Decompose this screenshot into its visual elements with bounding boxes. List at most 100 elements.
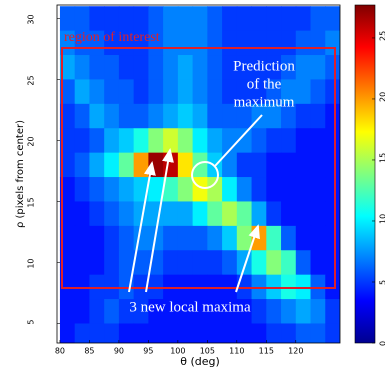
heatmap-cell (177, 152, 194, 178)
heatmap-cell (177, 250, 194, 276)
heatmap-cell (118, 79, 135, 105)
heatmap-cell (133, 250, 149, 276)
heatmap-cell (177, 30, 194, 56)
heatmap-cell (133, 6, 149, 32)
heatmap-cell (74, 250, 90, 276)
colorbar-tick-label: 15 (379, 153, 385, 163)
heatmap-cell (89, 201, 105, 227)
heatmap-cell (222, 6, 238, 32)
y-tick-label: 10 (27, 258, 36, 268)
prediction-label: of the (247, 76, 282, 92)
heatmap-cell (74, 30, 90, 56)
heatmap-cell (89, 79, 105, 105)
maxima-label: 3 new local maxima (129, 299, 251, 315)
heatmap-cell (163, 128, 179, 154)
heatmap-cell (59, 323, 76, 343)
heatmap-cell (236, 177, 253, 202)
x-tick-label: 80 (55, 347, 65, 356)
heatmap-cell (104, 79, 120, 105)
heatmap-cell (251, 30, 267, 56)
heatmap-cell (89, 323, 105, 343)
heatmap-cell (192, 299, 208, 324)
heatmap-cell (177, 177, 194, 202)
heatmap-cell (325, 6, 340, 32)
heatmap-cell (192, 128, 208, 154)
colorbar-axis: 0 5 10 15 20 25 (372, 31, 385, 346)
heatmap-cell (295, 128, 312, 154)
heatmap-cell (133, 103, 149, 129)
heatmap-cell (118, 103, 135, 129)
x-tick-label: 100 (170, 347, 185, 356)
heatmap-cell (222, 225, 238, 251)
heatmap-cell (222, 152, 238, 178)
heatmap-cell (163, 103, 179, 129)
heatmap-cell (118, 177, 135, 202)
heatmap-cell (118, 152, 135, 178)
heatmap-cell (104, 152, 120, 178)
heatmap-cell (177, 79, 194, 105)
x-tick-label: 105 (200, 347, 215, 356)
heatmap-cell (74, 55, 90, 80)
heatmap-cell (310, 299, 326, 324)
region-box (61, 47, 336, 289)
heatmap-cell (59, 152, 76, 178)
heatmap-cell (236, 79, 253, 105)
heatmap-cell (177, 323, 194, 343)
heatmap-cell (310, 225, 326, 251)
heatmap-cell (295, 152, 312, 178)
heatmap-cell (325, 55, 340, 80)
heatmap-cell (207, 103, 223, 129)
heatmap-cell (74, 152, 90, 178)
colorbar (354, 4, 376, 344)
heatmap-cell (192, 177, 208, 202)
heatmap-cell (207, 79, 223, 105)
heatmap-cell (118, 30, 135, 56)
heatmap-cell (118, 323, 135, 343)
heatmap-cell (104, 225, 120, 251)
heatmap-cell (310, 128, 326, 154)
heatmap-cell (177, 103, 194, 129)
heatmap-cell (281, 79, 297, 105)
heatmap-cell (148, 79, 164, 105)
prediction-label: Prediction (233, 58, 295, 74)
heatmap-cell (266, 6, 282, 32)
heatmap-cell (266, 250, 282, 276)
heatmap-cell (163, 299, 179, 324)
heatmap-cell (104, 201, 120, 227)
heatmap-cell (236, 55, 253, 80)
heatmap-cell (310, 30, 326, 56)
heatmap-cell (163, 250, 179, 276)
heatmap-cell (163, 225, 179, 251)
prediction-circle (191, 161, 219, 189)
heatmap-cell (325, 152, 340, 178)
heatmap-cell (59, 299, 76, 324)
heatmap-cell (222, 79, 238, 105)
heatmap-cell (192, 201, 208, 227)
heatmap-cell (222, 299, 238, 324)
x-tick-label: 85 (84, 347, 94, 356)
heatmap-cell (325, 299, 340, 324)
heatmap-cell (295, 299, 312, 324)
heatmap-cell (59, 6, 76, 32)
heatmap-cell (295, 250, 312, 276)
heatmap-cell (163, 55, 179, 80)
heatmap-cell (133, 55, 149, 80)
heatmap-cell (104, 323, 120, 343)
y-axis-label: ρ (pixels from center) (15, 120, 26, 228)
heatmap-cell (281, 323, 297, 343)
heatmap-cell (192, 55, 208, 80)
heatmap-cell (192, 323, 208, 343)
y-tick-label: 15 (27, 197, 36, 207)
arrow (235, 224, 260, 293)
heatmap-cell (236, 103, 253, 129)
heatmap-cell (310, 152, 326, 178)
heatmap-cell (89, 103, 105, 129)
heatmap-cell (295, 30, 312, 56)
heatmap-cell (148, 323, 164, 343)
heatmap-cell (266, 152, 282, 178)
heatmap-cell (236, 225, 253, 251)
heatmap-cell (266, 128, 282, 154)
heatmap-cell (104, 30, 120, 56)
heatmap-cell (163, 30, 179, 56)
